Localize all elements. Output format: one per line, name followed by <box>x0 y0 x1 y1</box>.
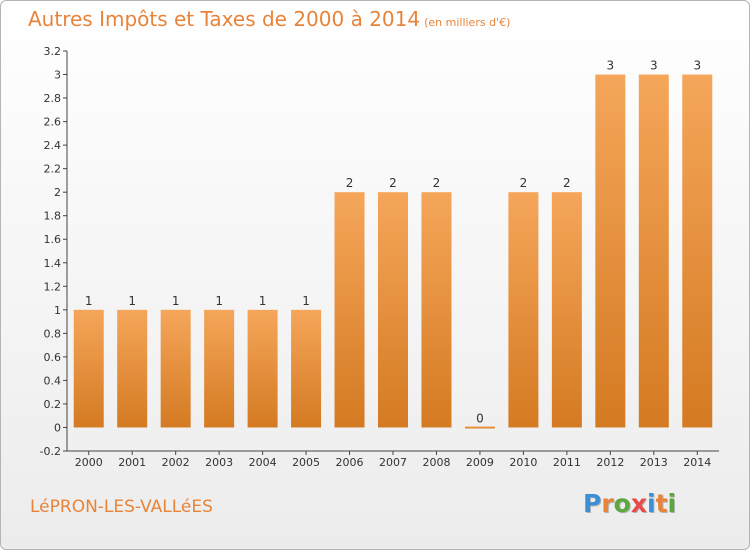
bar <box>247 309 278 428</box>
commune-name: LéPRON-LES-VALLéES <box>30 497 213 517</box>
logo-letter: t <box>655 489 668 518</box>
data-label: 2 <box>346 176 354 190</box>
y-tick-label: 1.6 <box>44 233 62 246</box>
data-label: 1 <box>128 294 136 308</box>
bar <box>73 309 104 428</box>
y-tick-label: 1.4 <box>44 257 62 270</box>
data-label: 1 <box>172 294 180 308</box>
data-label: 2 <box>433 176 441 190</box>
bars-group: 1 1 1 1 1 1 2 2 2 0 2 2 3 3 3 <box>73 59 713 429</box>
y-tick-label: 3.2 <box>44 45 62 58</box>
bar <box>464 426 495 429</box>
x-tick-label: 2008 <box>422 456 450 469</box>
data-label: 1 <box>215 294 223 308</box>
data-label: 2 <box>389 176 397 190</box>
bar <box>117 309 148 428</box>
bar <box>551 192 582 428</box>
logo-letter: r <box>601 489 614 518</box>
axes-group: -0.2 0 0.2 0.4 0.6 0.8 1 1.2 1.4 1.6 1.8 2 2.2 2.4 2.6… <box>40 45 719 469</box>
bar <box>291 309 322 428</box>
logo-letter: x <box>630 489 647 518</box>
y-tick-label: 0.4 <box>44 374 62 387</box>
bar <box>378 192 408 428</box>
x-tick-label: 2014 <box>683 456 711 469</box>
x-tick-label: 2009 <box>466 456 494 469</box>
bar <box>204 309 235 428</box>
x-tick-label: 2007 <box>379 456 407 469</box>
bar <box>682 74 713 428</box>
data-label: 0 <box>476 411 484 425</box>
data-label: 3 <box>650 59 658 73</box>
bar <box>160 309 191 428</box>
y-tick-label: 2 <box>54 186 61 199</box>
x-tick-label: 2001 <box>118 456 146 469</box>
chart-title-text: Autres Impôts et Taxes de 2000 à 2014 <box>28 7 421 31</box>
y-tick-label: 2.4 <box>44 139 62 152</box>
bar <box>421 192 452 428</box>
data-label: 1 <box>85 294 93 308</box>
x-tick-label: 2004 <box>249 456 277 469</box>
bar <box>595 74 626 428</box>
data-label: 2 <box>520 176 528 190</box>
x-tick-label: 2006 <box>336 456 364 469</box>
logo-letter: P <box>583 489 602 518</box>
y-tick-label: 1 <box>54 304 61 317</box>
y-tick-label: 1.8 <box>44 210 62 223</box>
data-label: 1 <box>259 294 267 308</box>
y-tick-label: 3 <box>54 69 61 82</box>
data-label: 3 <box>607 59 615 73</box>
logo-letter: o <box>613 489 631 518</box>
y-tick-label: 0.6 <box>44 351 62 364</box>
y-tick-label: 2.2 <box>44 163 62 176</box>
bar <box>334 192 365 428</box>
x-tick-label: 2005 <box>292 456 320 469</box>
data-label: 1 <box>302 294 310 308</box>
x-tick-label: 2013 <box>640 456 668 469</box>
chart-subtitle: (en milliers d'€) <box>424 16 511 29</box>
y-tick-label: 0 <box>54 421 61 434</box>
proxiti-logo[interactable]: Proxiti <box>583 489 676 518</box>
data-label: 2 <box>563 176 571 190</box>
x-tick-label: 2011 <box>553 456 581 469</box>
y-tick-label: 1.2 <box>44 280 62 293</box>
x-tick-label: 2010 <box>509 456 537 469</box>
logo-letter: i <box>667 489 677 518</box>
y-tick-label: 2.6 <box>44 116 62 129</box>
y-tick-label: 0.8 <box>44 327 62 340</box>
x-tick-label: 2003 <box>205 456 233 469</box>
y-tick-label: 0.2 <box>44 398 62 411</box>
y-tick-label: -0.2 <box>40 445 61 458</box>
logo-letter: i <box>647 489 656 518</box>
bar <box>638 74 669 428</box>
x-tick-label: 2000 <box>75 456 103 469</box>
bar <box>508 192 539 428</box>
x-tick-label: 2012 <box>596 456 624 469</box>
chart-title: Autres Impôts et Taxes de 2000 à 2014 (en… <box>28 7 510 31</box>
data-label: 3 <box>693 59 701 73</box>
x-tick-label: 2002 <box>162 456 190 469</box>
y-tick-label: 2.8 <box>44 92 62 105</box>
